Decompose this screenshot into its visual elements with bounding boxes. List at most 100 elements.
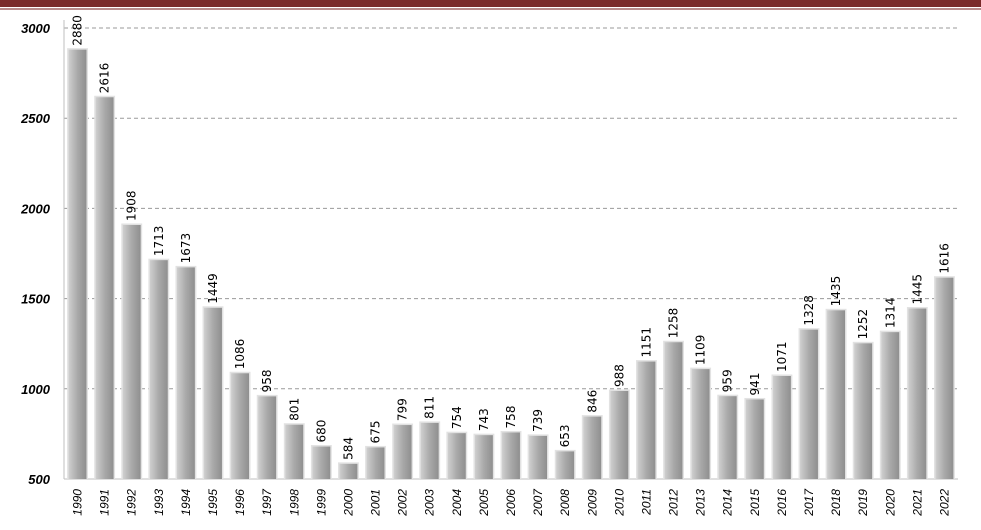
data-label: 584 xyxy=(341,437,355,460)
x-tick-label: 1993 xyxy=(152,489,166,516)
x-tick-label: 2010 xyxy=(612,489,626,517)
data-label: 1151 xyxy=(639,327,653,358)
x-tick-label: 2001 xyxy=(369,489,383,517)
bar-2020 xyxy=(881,332,900,479)
bar-1992 xyxy=(122,224,141,479)
x-tick-label: 1998 xyxy=(287,489,301,516)
bar-2013 xyxy=(691,369,710,479)
x-tick-label: 2013 xyxy=(694,489,708,517)
data-label: 1673 xyxy=(179,233,193,264)
data-label: 1071 xyxy=(775,341,789,372)
x-tick-label: 2000 xyxy=(341,489,355,517)
bar-2004 xyxy=(447,433,466,479)
bar-1999 xyxy=(312,446,331,479)
x-tick-label: 2009 xyxy=(585,489,599,517)
data-label: 988 xyxy=(612,364,626,387)
bar-1993 xyxy=(149,260,168,479)
bar-2019 xyxy=(854,343,873,479)
x-tick-label: 2007 xyxy=(531,488,545,517)
y-tick-label: 3000 xyxy=(21,21,51,36)
x-tick-label: 1991 xyxy=(98,489,112,516)
bar-2000 xyxy=(339,463,358,479)
x-tick-label: 1992 xyxy=(125,489,139,516)
x-tick-label: 2003 xyxy=(423,489,437,517)
top-border xyxy=(0,0,981,7)
data-label: 958 xyxy=(260,369,274,392)
x-tick-label: 2002 xyxy=(396,489,410,517)
data-label: 1328 xyxy=(802,295,816,326)
bar-1995 xyxy=(204,307,222,479)
x-tick-label: 2018 xyxy=(829,489,843,517)
data-label: 941 xyxy=(748,373,762,396)
bar-2017 xyxy=(800,329,818,479)
bar-2011 xyxy=(637,361,656,479)
data-label: 846 xyxy=(585,390,599,413)
bar-2009 xyxy=(583,416,602,479)
data-label: 1713 xyxy=(152,226,166,257)
x-tick-label: 2014 xyxy=(721,489,735,517)
x-tick-label: 2012 xyxy=(667,489,681,517)
data-label: 680 xyxy=(314,420,328,443)
y-tick-label: 1000 xyxy=(21,382,51,397)
data-label: 1252 xyxy=(856,309,870,340)
x-tick-label: 2021 xyxy=(910,489,924,517)
data-label: 1258 xyxy=(667,308,681,339)
bar-2002 xyxy=(393,425,412,479)
x-tick-label: 2004 xyxy=(450,489,464,517)
bar-2008 xyxy=(556,451,575,479)
data-label: 754 xyxy=(450,406,464,429)
data-label: 743 xyxy=(477,408,491,431)
x-tick-label: 2017 xyxy=(802,488,816,517)
x-tick-label: 2022 xyxy=(937,489,951,517)
data-label: 801 xyxy=(287,398,301,421)
y-tick-label: 2500 xyxy=(20,111,51,126)
data-label: 653 xyxy=(558,424,572,447)
bar-1991 xyxy=(95,97,114,480)
x-tick-label: 2019 xyxy=(856,489,870,517)
bar-1998 xyxy=(285,424,304,479)
x-tick-label: 1994 xyxy=(179,489,193,516)
bar-2016 xyxy=(772,375,791,479)
y-tick-label: 1500 xyxy=(21,292,51,307)
x-tick-label: 2016 xyxy=(775,489,789,517)
data-label: 758 xyxy=(504,406,518,429)
data-label: 959 xyxy=(721,369,735,392)
bar-2005 xyxy=(474,435,493,479)
bar-2018 xyxy=(827,310,846,479)
y-tick-label: 2000 xyxy=(20,201,51,216)
x-tick-label: 1996 xyxy=(233,489,247,516)
bar-2006 xyxy=(502,432,520,479)
data-label: 675 xyxy=(369,421,383,444)
x-tick-label: 1995 xyxy=(206,489,220,516)
data-label: 1109 xyxy=(694,335,708,366)
data-label: 1314 xyxy=(883,298,897,329)
x-tick-label: 2005 xyxy=(477,489,491,517)
x-tick-label: 1990 xyxy=(71,489,85,516)
x-tick-label: 2006 xyxy=(504,489,518,517)
data-label: 1435 xyxy=(829,276,843,307)
x-tick-label: 2020 xyxy=(883,489,897,517)
bar-2015 xyxy=(745,399,764,479)
bar-1997 xyxy=(258,396,277,479)
x-tick-label: 1999 xyxy=(314,489,328,516)
bar-2003 xyxy=(420,422,439,479)
data-label: 2880 xyxy=(71,15,85,46)
bar-2001 xyxy=(366,447,385,479)
bar-1996 xyxy=(231,373,250,479)
x-tick-label: 1997 xyxy=(260,488,274,516)
data-label: 739 xyxy=(531,409,545,432)
data-label: 811 xyxy=(423,396,437,419)
bar-2010 xyxy=(610,390,629,479)
bar-2022 xyxy=(935,277,954,479)
bar-2021 xyxy=(908,308,927,479)
bar-2007 xyxy=(529,435,548,479)
data-label: 1445 xyxy=(910,274,924,305)
data-label: 799 xyxy=(396,398,410,421)
bar-2014 xyxy=(718,396,737,479)
bar-2012 xyxy=(664,342,683,479)
data-label: 1616 xyxy=(937,243,951,274)
top-border-thin xyxy=(0,8,981,10)
data-label: 1449 xyxy=(206,273,220,304)
